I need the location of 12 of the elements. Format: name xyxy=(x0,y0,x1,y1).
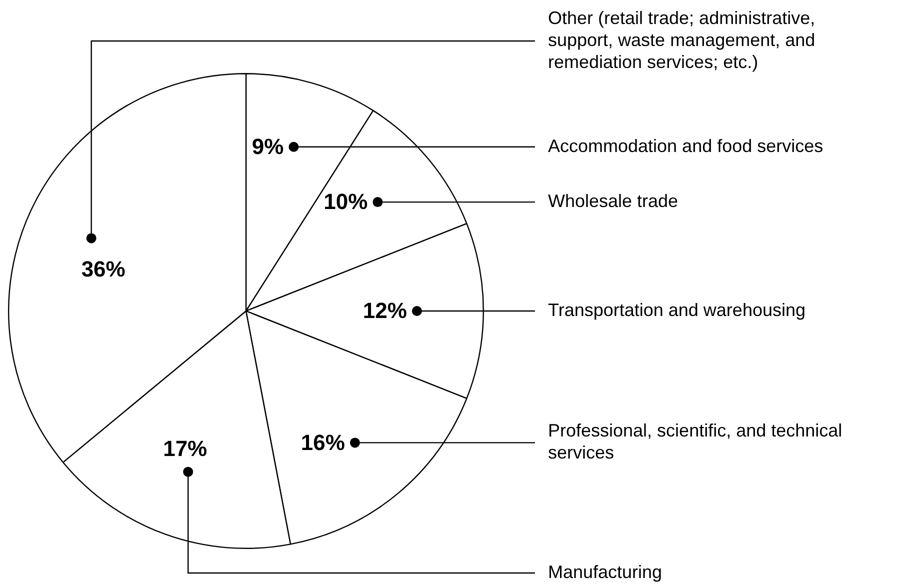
data-label: 17% xyxy=(163,436,208,461)
slice-label: Wholesale trade xyxy=(548,191,678,212)
slice-label: Accommodation and food services xyxy=(548,136,824,156)
slice-label: Transportation and warehousing xyxy=(548,300,806,320)
slice-label: Manufacturing xyxy=(548,562,662,582)
data-label: 16% xyxy=(300,430,345,455)
data-label: 9% xyxy=(252,134,284,159)
slice-label: Other (retail trade; administrative, support, waste management, and remediation services; etc.) xyxy=(548,8,816,72)
data-label: 12% xyxy=(362,298,407,324)
data-label: 36% xyxy=(81,256,126,282)
slice-label: Professional, scientific, and technical services xyxy=(548,420,842,463)
data-label: 10% xyxy=(324,189,368,214)
